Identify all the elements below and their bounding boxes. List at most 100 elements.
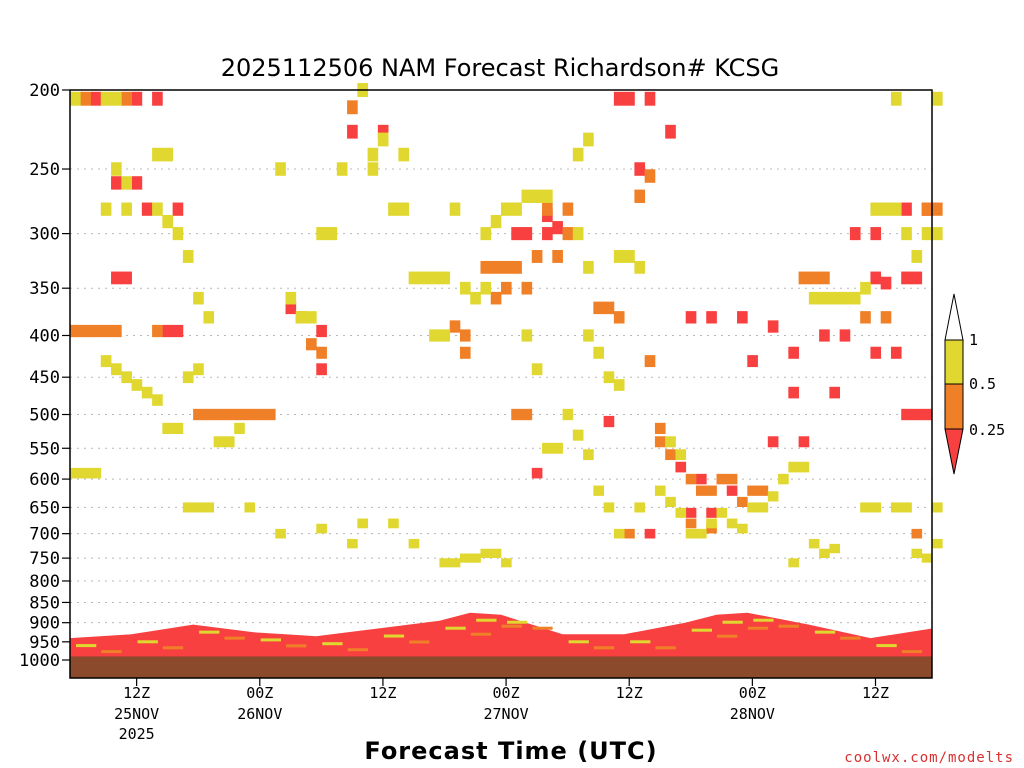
- ri-cell: [152, 91, 163, 106]
- ri-cell: [747, 502, 758, 513]
- ri-cell: [470, 291, 481, 305]
- ri-cell: [583, 260, 594, 274]
- ri-cell: [634, 502, 646, 513]
- band-streak: [814, 630, 836, 634]
- ri-cell: [172, 227, 184, 241]
- ri-cell: [685, 311, 697, 324]
- ri-cell: [141, 386, 153, 399]
- ri-cell: [860, 311, 871, 324]
- ri-cell: [829, 291, 841, 305]
- ri-cell: [203, 311, 215, 324]
- ri-cell: [162, 422, 173, 434]
- ri-cell: [501, 202, 512, 216]
- band-streak: [630, 640, 651, 644]
- ri-cell: [798, 436, 810, 448]
- ri-cell: [921, 553, 933, 563]
- band-streak: [753, 618, 774, 622]
- ri-cell: [767, 436, 779, 448]
- band-streak: [383, 634, 405, 638]
- ri-cell: [695, 528, 707, 539]
- xtick-label: 00Z: [493, 684, 520, 702]
- ri-cell: [121, 202, 132, 216]
- ri-cell: [90, 91, 102, 106]
- ri-cell: [767, 320, 779, 333]
- ri-cell: [152, 394, 163, 406]
- plot-frame: [69, 89, 933, 679]
- ri-cell: [572, 429, 584, 441]
- ri-cell: [418, 271, 430, 285]
- ri-cell: [747, 355, 758, 368]
- band-streak: [568, 640, 589, 644]
- ri-cell: [490, 215, 502, 229]
- ri-cell: [131, 91, 143, 106]
- ri-cell: [90, 467, 102, 479]
- ri-cell: [654, 436, 666, 448]
- band-streak: [224, 636, 245, 640]
- ri-cell: [624, 91, 635, 106]
- ri-cell: [685, 473, 697, 485]
- ri-cell: [542, 227, 553, 241]
- ri-cell: [675, 461, 687, 473]
- band-streak: [840, 636, 861, 640]
- ytick-label: 250: [29, 160, 60, 180]
- ri-cell: [911, 249, 923, 263]
- ri-cell: [757, 502, 769, 513]
- ri-cell: [131, 176, 143, 190]
- ri-cell: [162, 147, 173, 162]
- ri-cell: [890, 202, 902, 216]
- ri-cell: [665, 496, 676, 508]
- ri-cell: [264, 408, 276, 421]
- ri-cell: [193, 291, 204, 305]
- ri-cell: [100, 91, 112, 106]
- ri-cell: [193, 363, 204, 376]
- ri-cell: [737, 523, 748, 534]
- ri-cell: [932, 227, 943, 241]
- ri-cell: [182, 371, 194, 384]
- ri-cell: [193, 408, 204, 421]
- ri-cell: [613, 311, 625, 324]
- band-streak: [199, 630, 220, 634]
- ri-cell: [603, 301, 615, 315]
- ri-cell: [459, 346, 471, 359]
- ri-cell: [880, 276, 892, 290]
- ri-cell: [90, 324, 102, 338]
- ground-band: [70, 656, 932, 678]
- ri-cell: [613, 249, 625, 263]
- band-streak: [778, 624, 799, 628]
- ri-cell: [111, 324, 122, 338]
- band-streak: [501, 624, 522, 628]
- ri-cell: [654, 485, 666, 496]
- ri-cell: [480, 227, 492, 241]
- ri-cell: [921, 202, 933, 216]
- ri-cell: [562, 227, 574, 241]
- ri-cell: [839, 329, 851, 342]
- ri-cell: [788, 386, 799, 399]
- legend: 1 0.5 0.25: [944, 293, 1005, 475]
- ri-cell: [829, 386, 841, 399]
- ri-cell: [634, 189, 646, 203]
- xtick-date: 25NOV: [114, 705, 159, 723]
- ri-cell: [162, 324, 173, 338]
- ri-cell: [624, 249, 635, 263]
- ri-cell: [634, 162, 646, 176]
- ri-cell: [901, 202, 912, 216]
- ri-cell: [921, 408, 933, 421]
- ri-cell: [808, 271, 820, 285]
- ri-cell: [347, 538, 358, 549]
- ri-cell: [490, 291, 502, 305]
- ri-cell: [819, 548, 830, 558]
- band-streak: [137, 640, 158, 644]
- legend-label-1: 1: [969, 331, 978, 349]
- ri-cell: [121, 271, 132, 285]
- ri-cell: [449, 320, 461, 333]
- ri-cell: [367, 162, 379, 176]
- ri-cell: [901, 408, 912, 421]
- ri-cell: [511, 260, 522, 274]
- ytick-label: 500: [29, 406, 60, 426]
- ri-cell: [521, 189, 533, 203]
- legend-arrow-top: [944, 293, 964, 341]
- band-streak: [717, 634, 738, 638]
- ri-cell: [901, 227, 912, 241]
- ri-cell: [665, 436, 676, 448]
